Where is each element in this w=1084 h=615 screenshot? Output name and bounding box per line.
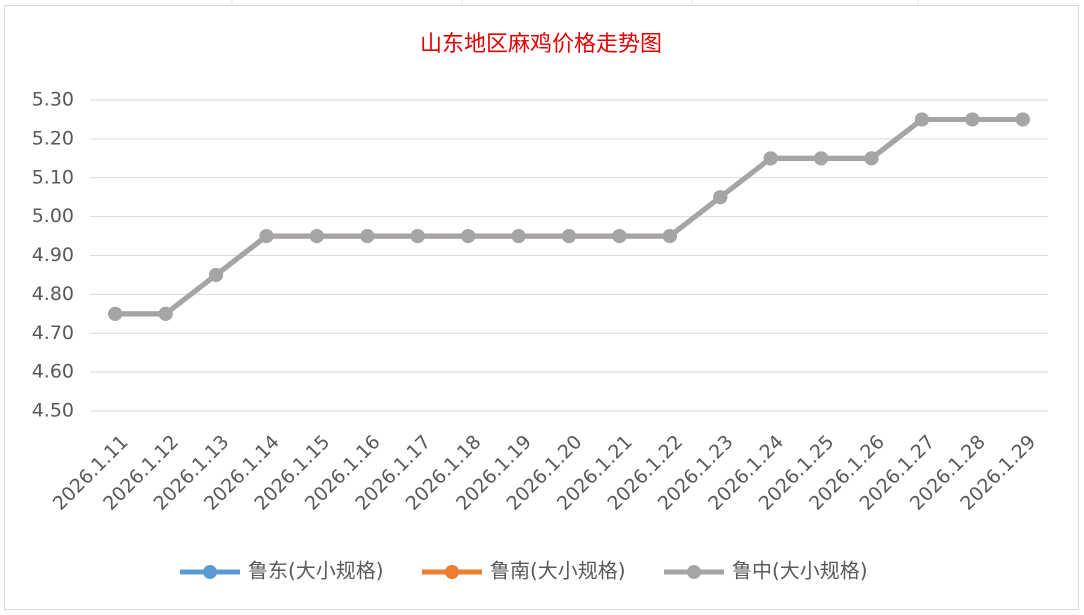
- data-point: [662, 229, 677, 244]
- data-point: [814, 151, 829, 166]
- y-tick-label: 4.90: [32, 244, 74, 266]
- data-point: [309, 229, 324, 244]
- data-point: [1015, 112, 1030, 127]
- y-tick-label: 5.10: [32, 166, 74, 188]
- chart-border: [4, 5, 1079, 610]
- y-tick-label: 5.30: [32, 89, 74, 111]
- data-point: [965, 112, 980, 127]
- data-point: [713, 190, 728, 205]
- data-point: [108, 306, 123, 321]
- data-point: [864, 151, 879, 166]
- data-point: [410, 229, 425, 244]
- legend-marker: [203, 565, 217, 579]
- data-point: [158, 306, 173, 321]
- legend-marker: [687, 565, 701, 579]
- data-point: [511, 229, 526, 244]
- legend-label: 鲁东(大小规格): [248, 559, 384, 583]
- y-tick-label: 5.00: [32, 205, 74, 227]
- y-tick-label: 5.20: [32, 127, 74, 149]
- legend-marker: [445, 565, 459, 579]
- legend-label: 鲁中(大小规格): [732, 559, 868, 583]
- data-point: [763, 151, 778, 166]
- data-point: [259, 229, 274, 244]
- data-point: [562, 229, 576, 244]
- data-point: [360, 229, 375, 244]
- data-point: [461, 229, 476, 244]
- y-tick-label: 4.70: [32, 322, 74, 344]
- data-point: [209, 267, 224, 282]
- data-point: [914, 112, 929, 127]
- y-tick-label: 4.50: [32, 400, 74, 422]
- data-point: [612, 229, 627, 244]
- y-tick-label: 4.60: [32, 361, 74, 383]
- chart-title: 山东地区麻鸡价格走势图: [420, 32, 662, 57]
- legend-label: 鲁南(大小规格): [490, 559, 626, 583]
- y-tick-label: 4.80: [32, 283, 74, 305]
